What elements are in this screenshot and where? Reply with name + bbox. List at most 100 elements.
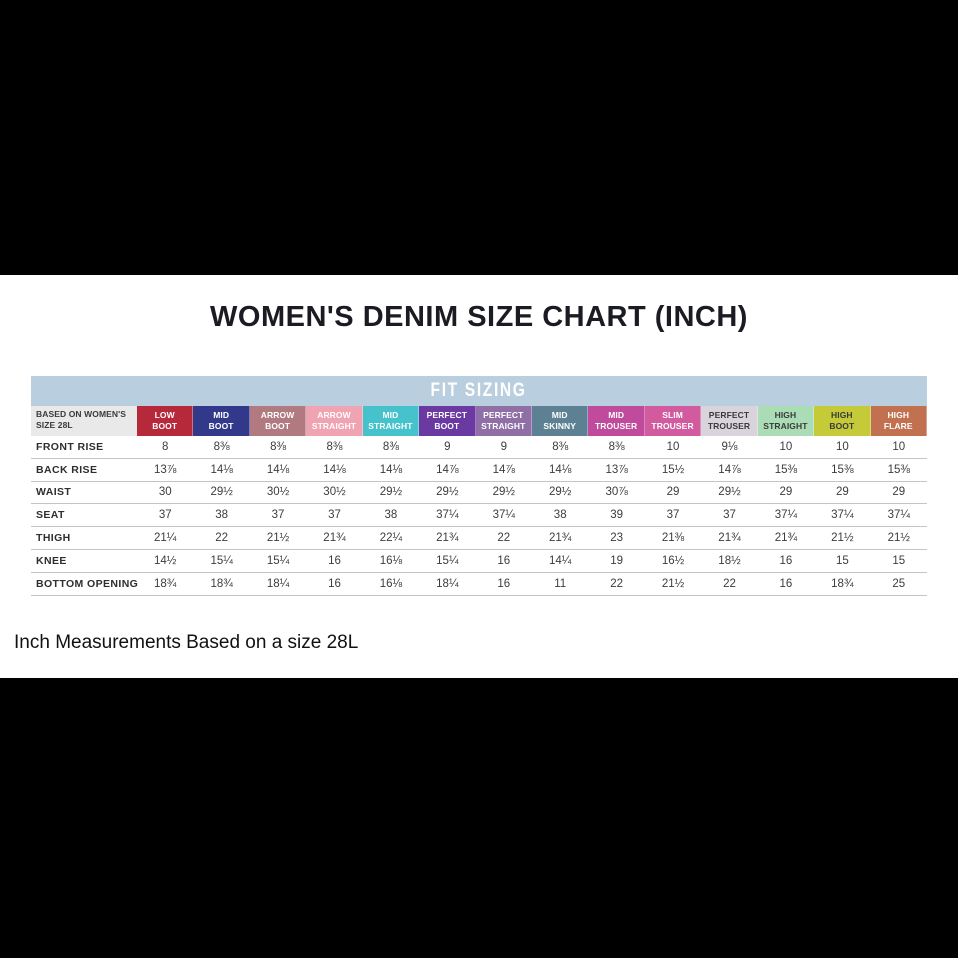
value-cell: 10 bbox=[870, 436, 927, 459]
value-cell: 37 bbox=[249, 504, 307, 528]
value-cell: 14⅛ bbox=[531, 459, 589, 482]
value-cell: 21¾ bbox=[757, 527, 815, 550]
letterbox-top bbox=[0, 0, 958, 275]
value-cell: 14½ bbox=[137, 550, 194, 573]
value-cell: 8⅜ bbox=[249, 436, 307, 459]
value-cell: 30½ bbox=[249, 482, 307, 505]
value-cell: 30 bbox=[137, 482, 194, 505]
fit-column-header-mid-boot: MID BOOT bbox=[193, 406, 250, 436]
row-label-knee: KNEE bbox=[31, 550, 137, 573]
value-cell: 37¼ bbox=[419, 504, 476, 528]
value-cell: 19 bbox=[588, 550, 645, 573]
value-cell: 16 bbox=[475, 550, 532, 573]
value-cell: 22¼ bbox=[362, 527, 420, 550]
value-cell: 15½ bbox=[644, 459, 702, 482]
value-cell: 38 bbox=[531, 504, 589, 528]
value-cell: 29 bbox=[644, 482, 702, 505]
value-cell: 16½ bbox=[644, 550, 702, 573]
value-cell: 9⅛ bbox=[701, 436, 758, 459]
value-cell: 18¼ bbox=[249, 573, 307, 596]
value-cell: 23 bbox=[588, 527, 645, 550]
value-cell: 10 bbox=[644, 436, 702, 459]
value-cell: 29½ bbox=[475, 482, 532, 505]
value-cell: 14⅛ bbox=[362, 459, 420, 482]
value-cell: 16⅛ bbox=[362, 550, 420, 573]
value-cell: 16 bbox=[475, 573, 532, 596]
chart-page: WOMEN'S DENIM SIZE CHART (INCH) FIT SIZI… bbox=[0, 275, 958, 678]
fit-column-header-mid-trouser: MID TROUSER bbox=[588, 406, 645, 436]
value-cell: 37¼ bbox=[814, 504, 871, 528]
value-cell: 14⅛ bbox=[249, 459, 307, 482]
value-cell: 18¾ bbox=[137, 573, 194, 596]
fit-column-header-perfect-straight: PERFECT STRAIGHT bbox=[475, 406, 532, 436]
value-cell: 15¼ bbox=[193, 550, 250, 573]
value-cell: 21½ bbox=[814, 527, 871, 550]
value-cell: 18¾ bbox=[193, 573, 250, 596]
value-cell: 18½ bbox=[701, 550, 758, 573]
value-cell: 37¼ bbox=[757, 504, 815, 528]
value-cell: 14¼ bbox=[531, 550, 589, 573]
value-cell: 8⅜ bbox=[193, 436, 250, 459]
corner-label: BASED ON WOMEN'S SIZE 28L bbox=[31, 406, 137, 436]
page-title: WOMEN'S DENIM SIZE CHART (INCH) bbox=[210, 301, 748, 333]
letterbox-bottom bbox=[0, 678, 958, 958]
value-cell: 37¼ bbox=[870, 504, 927, 528]
value-cell: 37 bbox=[306, 504, 363, 528]
value-cell: 8⅜ bbox=[306, 436, 363, 459]
value-cell: 37 bbox=[644, 504, 702, 528]
size-chart-table: FIT SIZING BASED ON WOMEN'S SIZE 28L LOW BO… bbox=[31, 376, 927, 596]
value-cell: 15⅜ bbox=[757, 459, 815, 482]
value-cell: 38 bbox=[362, 504, 420, 528]
value-cell: 16⅛ bbox=[362, 573, 420, 596]
value-cell: 18¼ bbox=[419, 573, 476, 596]
fit-column-header-low-boot: LOW BOOT bbox=[137, 406, 194, 436]
value-cell: 37¼ bbox=[475, 504, 532, 528]
value-cell: 21¾ bbox=[531, 527, 589, 550]
value-cell: 38 bbox=[193, 504, 250, 528]
value-cell: 11 bbox=[531, 573, 589, 596]
value-cell: 22 bbox=[193, 527, 250, 550]
value-cell: 8⅜ bbox=[588, 436, 645, 459]
value-cell: 10 bbox=[757, 436, 815, 459]
value-cell: 29½ bbox=[531, 482, 589, 505]
value-cell: 15 bbox=[870, 550, 927, 573]
row-label-back-rise: BACK RISE bbox=[31, 459, 137, 482]
row-label-thigh: THIGH bbox=[31, 527, 137, 550]
value-cell: 29 bbox=[757, 482, 815, 505]
value-cell: 21⅜ bbox=[644, 527, 702, 550]
value-cell: 37 bbox=[137, 504, 194, 528]
value-cell: 21½ bbox=[644, 573, 702, 596]
value-cell: 14⅞ bbox=[419, 459, 476, 482]
value-cell: 29½ bbox=[193, 482, 250, 505]
value-cell: 16 bbox=[306, 550, 363, 573]
value-cell: 13⅞ bbox=[588, 459, 645, 482]
value-cell: 21¾ bbox=[701, 527, 758, 550]
value-cell: 22 bbox=[701, 573, 758, 596]
fit-column-header-arrow-boot: ARROW BOOT bbox=[249, 406, 307, 436]
value-cell: 37 bbox=[701, 504, 758, 528]
value-cell: 16 bbox=[757, 550, 815, 573]
value-cell: 21¾ bbox=[306, 527, 363, 550]
value-cell: 39 bbox=[588, 504, 645, 528]
fit-column-header-high-straight: HIGH STRAIGHT bbox=[757, 406, 815, 436]
value-cell: 29½ bbox=[362, 482, 420, 505]
row-label-waist: WAIST bbox=[31, 482, 137, 505]
fit-column-header-arrow-straight: ARROW STRAIGHT bbox=[306, 406, 363, 436]
value-cell: 22 bbox=[475, 527, 532, 550]
value-cell: 15¼ bbox=[249, 550, 307, 573]
value-cell: 29 bbox=[814, 482, 871, 505]
fit-column-header-mid-straight: MID STRAIGHT bbox=[362, 406, 420, 436]
value-cell: 16 bbox=[306, 573, 363, 596]
value-cell: 10 bbox=[814, 436, 871, 459]
fit-column-header-perfect-trouser: PERFECT TROUSER bbox=[701, 406, 758, 436]
value-cell: 8⅜ bbox=[362, 436, 420, 459]
value-cell: 16 bbox=[757, 573, 815, 596]
value-cell: 8⅜ bbox=[531, 436, 589, 459]
value-cell: 14⅞ bbox=[475, 459, 532, 482]
fit-sizing-banner: FIT SIZING bbox=[31, 376, 927, 406]
value-cell: 25 bbox=[870, 573, 927, 596]
value-cell: 15⅜ bbox=[870, 459, 927, 482]
value-cell: 14⅛ bbox=[306, 459, 363, 482]
value-cell: 21¾ bbox=[419, 527, 476, 550]
value-cell: 29½ bbox=[419, 482, 476, 505]
